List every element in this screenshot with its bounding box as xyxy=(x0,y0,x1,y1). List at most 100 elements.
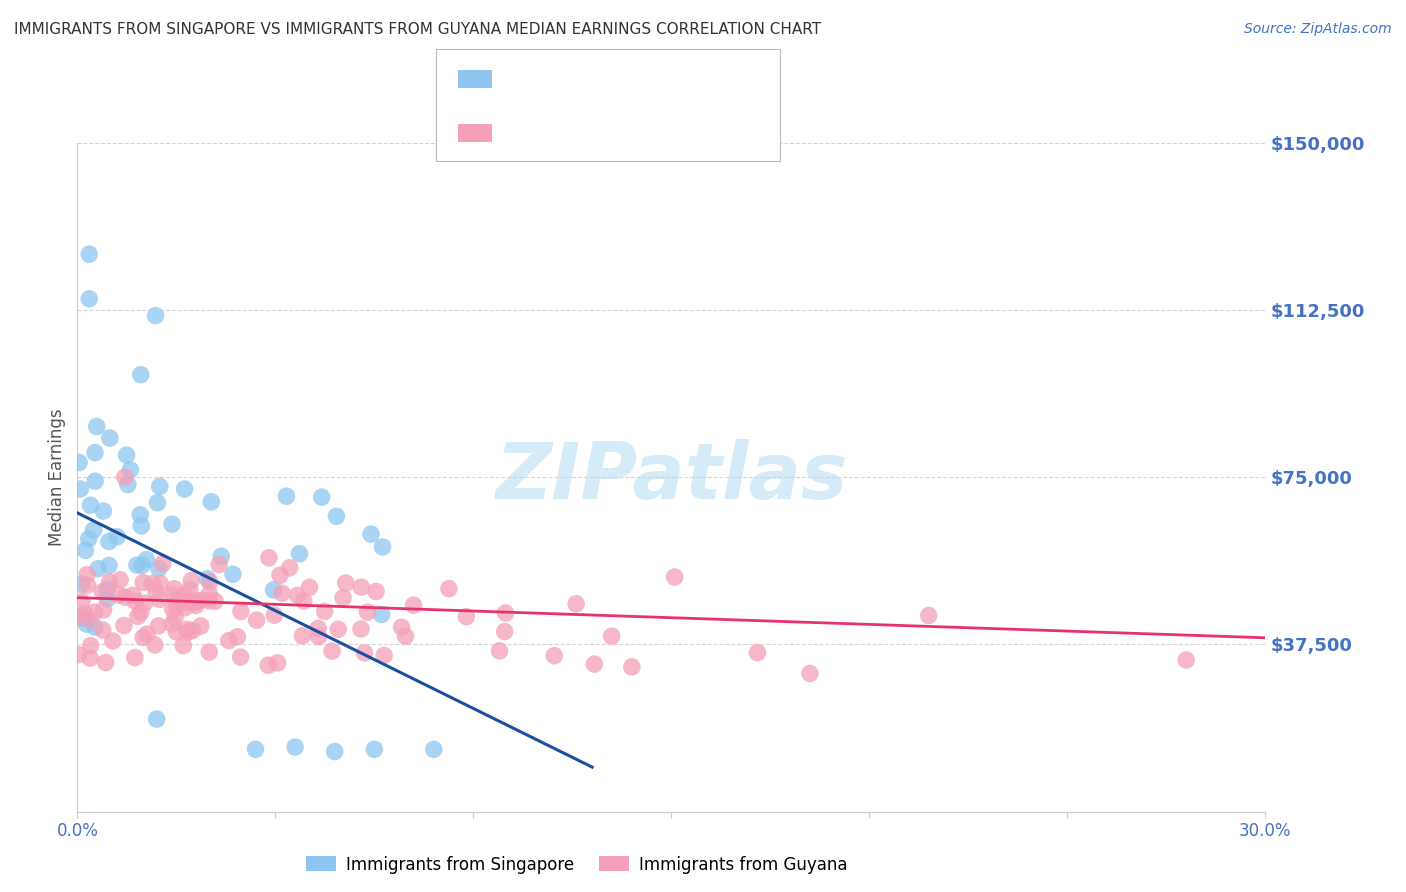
Point xyxy=(364,584,387,599)
Point xyxy=(263,608,285,623)
Point xyxy=(96,582,118,597)
Point xyxy=(75,543,97,558)
Point xyxy=(83,523,105,537)
Text: R =: R = xyxy=(502,124,540,142)
Point xyxy=(181,596,204,610)
Point xyxy=(77,292,100,306)
Point xyxy=(350,622,373,636)
Point xyxy=(162,617,184,632)
Point xyxy=(181,624,204,638)
Point xyxy=(83,605,105,619)
Point xyxy=(98,431,121,445)
Point xyxy=(93,603,115,617)
Point xyxy=(77,532,100,546)
Point xyxy=(307,622,329,636)
Point xyxy=(172,639,194,653)
Point xyxy=(565,597,588,611)
Point xyxy=(120,463,142,477)
Point xyxy=(335,576,357,591)
Point xyxy=(160,517,183,532)
Point xyxy=(69,482,91,496)
Point xyxy=(370,607,392,622)
Text: -0.222: -0.222 xyxy=(533,124,595,142)
Point xyxy=(246,613,269,627)
Point xyxy=(148,562,170,576)
Point xyxy=(195,572,218,586)
Point xyxy=(664,570,686,584)
Point xyxy=(152,557,174,571)
Point xyxy=(245,742,267,756)
Point xyxy=(84,445,107,459)
Point xyxy=(328,623,350,637)
Point xyxy=(136,627,159,641)
Point xyxy=(76,578,98,592)
Point xyxy=(209,549,232,564)
Point xyxy=(360,527,382,541)
Point xyxy=(117,477,139,491)
Point xyxy=(112,618,135,632)
Point xyxy=(257,658,280,673)
Point xyxy=(79,639,101,653)
Point xyxy=(488,644,510,658)
Point xyxy=(94,656,117,670)
Point xyxy=(129,508,152,522)
Point xyxy=(132,575,155,590)
Point xyxy=(75,617,97,632)
Point xyxy=(257,550,280,565)
Point xyxy=(101,634,124,648)
Point xyxy=(200,495,222,509)
Point xyxy=(124,594,146,608)
Point xyxy=(314,604,336,618)
Text: Source: ZipAtlas.com: Source: ZipAtlas.com xyxy=(1244,22,1392,37)
Point xyxy=(93,504,115,518)
Point xyxy=(129,519,152,533)
Text: R =: R = xyxy=(502,70,540,88)
Point xyxy=(325,509,347,524)
Point xyxy=(363,742,385,756)
Y-axis label: Median Earnings: Median Earnings xyxy=(48,409,66,546)
Point xyxy=(173,600,195,615)
Point xyxy=(350,580,373,594)
Point xyxy=(271,586,294,600)
Point xyxy=(222,567,245,582)
Text: N =: N = xyxy=(610,70,650,88)
Point xyxy=(114,470,136,484)
Point xyxy=(79,498,101,512)
Point xyxy=(298,580,321,594)
Point xyxy=(402,598,425,612)
Point xyxy=(162,588,184,602)
Point xyxy=(146,496,169,510)
Point xyxy=(187,594,209,608)
Point xyxy=(107,588,129,602)
Point xyxy=(79,612,101,626)
Point xyxy=(132,631,155,645)
Point xyxy=(276,489,298,503)
Point xyxy=(135,552,157,566)
Point xyxy=(145,585,167,599)
Point xyxy=(218,633,240,648)
Point xyxy=(177,595,200,609)
Point xyxy=(263,582,285,597)
Point xyxy=(204,594,226,608)
Point xyxy=(184,599,207,613)
Point xyxy=(108,573,131,587)
Point xyxy=(437,582,460,596)
Point xyxy=(198,593,221,607)
Point xyxy=(176,622,198,636)
Point xyxy=(91,623,114,637)
Point xyxy=(287,588,309,602)
Point xyxy=(198,645,221,659)
Point xyxy=(173,482,195,496)
Text: 112: 112 xyxy=(641,124,678,142)
Point xyxy=(97,534,120,549)
Point xyxy=(145,712,167,726)
Point xyxy=(799,666,821,681)
Point xyxy=(288,547,311,561)
Point xyxy=(67,455,90,469)
Point xyxy=(373,648,395,663)
Point xyxy=(70,577,93,591)
Legend: Immigrants from Singapore, Immigrants from Guyana: Immigrants from Singapore, Immigrants fr… xyxy=(299,849,853,880)
Text: 57: 57 xyxy=(641,70,665,88)
Point xyxy=(163,582,186,596)
Point xyxy=(423,742,446,756)
